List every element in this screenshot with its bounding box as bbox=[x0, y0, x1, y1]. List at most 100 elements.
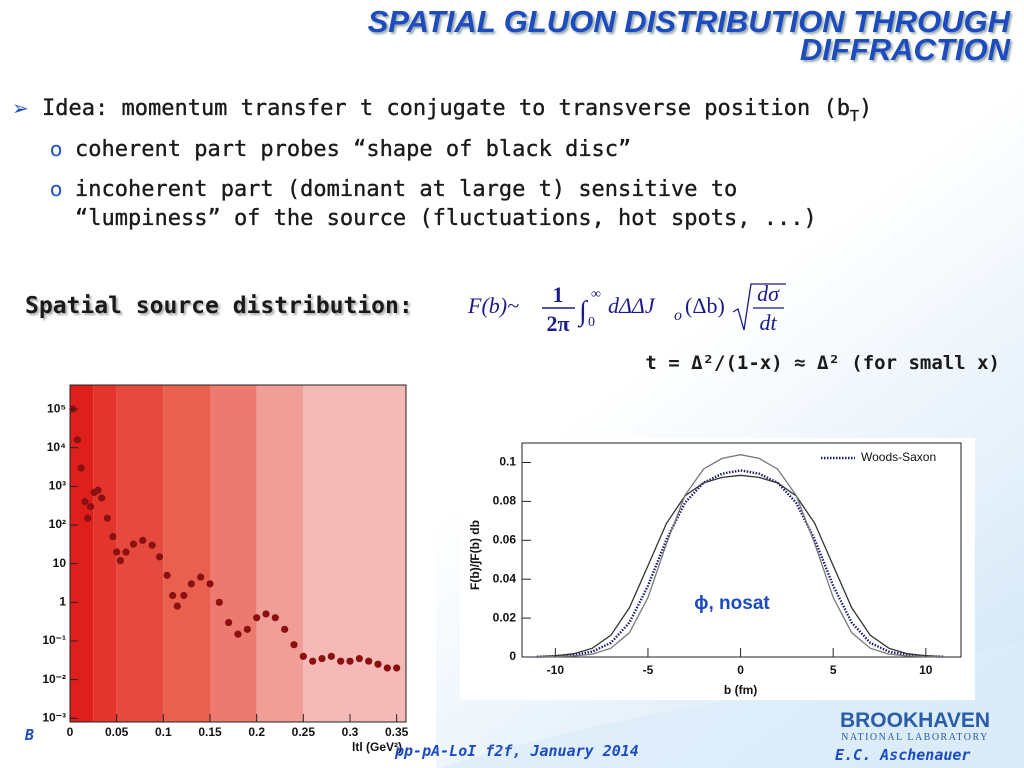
y-tick-label: 10⁵ bbox=[47, 401, 66, 415]
data-point bbox=[156, 553, 164, 561]
data-point bbox=[86, 502, 95, 511]
y-tick-label: 0.06 bbox=[493, 532, 517, 546]
x-tick-label: 0.1 bbox=[155, 725, 172, 739]
swoosh bbox=[440, 640, 1024, 768]
data-point bbox=[129, 540, 138, 548]
x-tick-label: 10 bbox=[919, 663, 933, 677]
data-point bbox=[355, 654, 363, 663]
data-point bbox=[94, 486, 102, 494]
y-tick-label: 0 bbox=[509, 649, 516, 663]
relation: t = Δ²/(1-x) ≈ Δ² (for small x) bbox=[645, 352, 1000, 374]
bullet-subscript: T bbox=[850, 107, 859, 125]
y-tick-label: 10² bbox=[49, 517, 66, 531]
data-point bbox=[113, 548, 121, 556]
x-tick-label: -5 bbox=[643, 663, 654, 677]
x-tick-label: 0.25 bbox=[292, 725, 316, 739]
data-point bbox=[234, 630, 242, 638]
y-tick-label: 0.04 bbox=[493, 571, 517, 585]
data-point bbox=[271, 614, 279, 622]
data-point bbox=[346, 657, 354, 665]
root-denominator: dt bbox=[759, 310, 777, 335]
footer-left: B bbox=[24, 726, 34, 744]
y-tick-label: 10 bbox=[53, 556, 67, 570]
data-point bbox=[84, 514, 92, 522]
y-tick-label: 0.1 bbox=[499, 455, 516, 469]
series-line bbox=[536, 469, 945, 658]
data-point bbox=[215, 598, 223, 606]
formula-argument: (Δb) bbox=[685, 293, 725, 318]
data-point bbox=[148, 541, 156, 549]
y-tick-label: 10⁴ bbox=[47, 440, 66, 454]
bullet-text: Idea: momentum transfer t conjugate to t… bbox=[42, 96, 872, 125]
formula-integrand: dΔΔJ bbox=[608, 293, 656, 318]
footer-center: pp-pA-LoI f2f, January 2014 bbox=[394, 742, 639, 760]
t-distribution-chart: 10⁻³ 10⁻² 10⁻¹ 1 10 10² 10³ 10⁴ 10⁵ 0 0.05 0.1 0.15 0… bbox=[42, 384, 409, 754]
data-point bbox=[225, 618, 233, 627]
data-point bbox=[299, 652, 307, 660]
data-point bbox=[327, 652, 335, 660]
y-axis-label: F(b)/∫F(b) db bbox=[468, 520, 482, 590]
data-point bbox=[243, 625, 251, 633]
integral-sign: ∫ bbox=[577, 296, 589, 328]
data-point bbox=[163, 571, 171, 579]
data-point bbox=[98, 494, 106, 502]
sub-bullet-marker: o bbox=[50, 177, 62, 201]
x-tick-label: 0 bbox=[737, 663, 744, 677]
y-tick-label: 10⁻³ bbox=[42, 710, 66, 724]
formula-numerator: 1 bbox=[553, 282, 564, 307]
sub-bullet: coherent part probes “shape of black dis… bbox=[75, 137, 631, 162]
x-tick-label: 0.15 bbox=[198, 725, 222, 739]
x-axis-label: ltl (GeV²) bbox=[352, 740, 402, 754]
root-sign bbox=[732, 283, 786, 331]
data-point bbox=[309, 657, 317, 665]
data-point bbox=[109, 533, 117, 541]
data-point bbox=[169, 591, 177, 600]
footer-author: E.C. Aschenauer bbox=[835, 746, 970, 764]
data-point bbox=[262, 610, 270, 618]
y-tick-label: 0.02 bbox=[493, 610, 517, 624]
data-point bbox=[180, 591, 188, 600]
plot-frame bbox=[69, 384, 407, 723]
data-point bbox=[73, 436, 82, 444]
formula-lhs: F(b)~ bbox=[467, 293, 519, 318]
series-line bbox=[536, 474, 945, 658]
x-tick-label: 5 bbox=[830, 663, 837, 677]
formula-upper: ∞ bbox=[591, 287, 601, 302]
formula: F(b)~ 1 2π ∫ ∞ 0 dΔΔJ o (Δb) dσ dt bbox=[467, 281, 786, 336]
band bbox=[163, 385, 210, 722]
x-tick-label: -10 bbox=[547, 663, 565, 677]
annotation: ϕ, nosat bbox=[694, 593, 770, 614]
data-point bbox=[374, 660, 382, 668]
title-line: SPATIAL GLUON DISTRIBUTION THROUGH bbox=[368, 4, 1011, 39]
data-point bbox=[253, 614, 261, 622]
data-point bbox=[337, 657, 345, 665]
y-tick-label: 10³ bbox=[49, 479, 66, 493]
band bbox=[210, 385, 257, 722]
x-tick-label: 0 bbox=[67, 725, 74, 739]
y-tick-label: 1 bbox=[59, 594, 66, 608]
data-point bbox=[81, 498, 89, 506]
bullet-main: Idea: momentum transfer t conjugate to t… bbox=[42, 96, 850, 121]
data-point bbox=[122, 548, 130, 556]
data-point bbox=[365, 657, 373, 665]
band bbox=[303, 385, 406, 722]
data-point bbox=[206, 580, 214, 588]
band bbox=[256, 385, 304, 722]
formula-index: o bbox=[674, 307, 682, 324]
plot-frame bbox=[521, 442, 962, 658]
sub-bullet: incoherent part (dominant at large t) se… bbox=[75, 177, 737, 202]
x-tick-label: 0.05 bbox=[105, 725, 129, 739]
data-point bbox=[103, 514, 111, 522]
x-axis-label: b (fm) bbox=[724, 683, 757, 697]
legend-label: Woods-Saxon bbox=[861, 450, 936, 464]
x-tick-label: 0.35 bbox=[385, 725, 409, 739]
data-point bbox=[383, 664, 391, 672]
formula-lower: 0 bbox=[588, 315, 595, 330]
data-point bbox=[187, 580, 195, 588]
root-numerator: dσ bbox=[757, 281, 780, 306]
x-tick-label: 0.2 bbox=[248, 725, 265, 739]
band bbox=[93, 385, 117, 722]
data-point bbox=[281, 625, 289, 633]
sub-bullet-marker: o bbox=[50, 137, 62, 161]
